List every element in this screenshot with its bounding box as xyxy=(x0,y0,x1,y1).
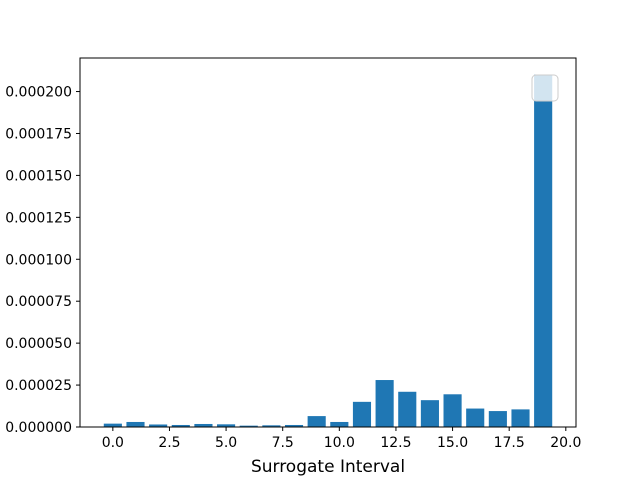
bar xyxy=(443,394,462,427)
bar xyxy=(420,400,439,427)
bar xyxy=(511,409,530,427)
bar xyxy=(330,421,349,427)
x-tick-label: 7.5 xyxy=(272,435,294,451)
y-tick-label: 0.000125 xyxy=(5,210,72,226)
x-tick-label: 2.5 xyxy=(158,435,180,451)
legend-box xyxy=(531,74,559,102)
x-tick-label: 17.5 xyxy=(494,435,525,451)
x-tick-label: 20.0 xyxy=(550,435,581,451)
x-tick-label: 5.0 xyxy=(215,435,237,451)
plot-frame xyxy=(79,57,577,428)
y-tick-label: 0.000025 xyxy=(5,378,72,394)
bars-group xyxy=(103,74,553,427)
y-tick-label: 0.000000 xyxy=(5,420,72,436)
x-axis-title: Surrogate Interval xyxy=(251,457,405,477)
y-tick-label: 0.000150 xyxy=(5,168,72,184)
bar xyxy=(307,416,326,427)
y-tick-label: 0.000050 xyxy=(5,336,72,352)
bar xyxy=(149,424,168,427)
bar xyxy=(126,421,145,427)
y-tick-label: 0.000175 xyxy=(5,126,72,142)
bar xyxy=(352,401,372,427)
bar xyxy=(284,424,304,427)
y-axis-ticks: 0.000000 0.000025 0.000050 0.000075 0.000100… xyxy=(5,85,80,436)
x-tick-label: 0.0 xyxy=(102,435,124,451)
bar xyxy=(217,424,236,427)
bar xyxy=(262,425,281,427)
bar xyxy=(171,424,190,427)
bar xyxy=(375,380,394,427)
bar xyxy=(488,411,507,427)
x-tick-label: 10.0 xyxy=(324,435,355,451)
x-tick-label: 15.0 xyxy=(437,435,468,451)
bar xyxy=(466,408,485,427)
bar xyxy=(194,423,213,427)
y-tick-label: 0.000100 xyxy=(5,252,72,268)
bar xyxy=(239,425,258,427)
y-tick-label: 0.000200 xyxy=(5,85,72,101)
bar xyxy=(103,423,122,427)
bar xyxy=(398,391,417,427)
y-tick-label: 0.000075 xyxy=(5,294,72,310)
bar xyxy=(534,74,553,427)
x-tick-label: 12.5 xyxy=(380,435,411,451)
x-axis-ticks: 0.0 2.5 5.0 7.5 10.0 12.5 15.0 17.5 20.0 xyxy=(102,427,581,451)
